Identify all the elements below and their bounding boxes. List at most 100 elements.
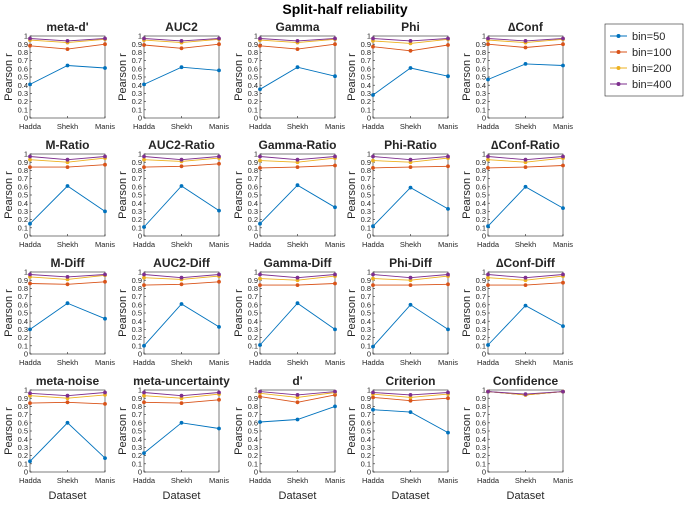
x-tick-label: Hadda xyxy=(477,358,500,367)
x-tick-label: Shekh xyxy=(171,122,192,131)
data-point xyxy=(295,65,300,70)
data-point xyxy=(103,162,107,167)
series-line-bin-50 xyxy=(487,186,564,227)
y-tick-label: 0.5 xyxy=(476,73,486,82)
data-point xyxy=(333,404,337,409)
panel-title: AUC2-Ratio xyxy=(148,138,215,152)
x-tick-label: Shekh xyxy=(515,240,536,249)
y-tick-label: 0 xyxy=(254,114,258,123)
data-point xyxy=(103,402,107,406)
y-tick-label: 0.2 xyxy=(248,451,258,460)
y-tick-label: 0.7 xyxy=(132,292,142,301)
panel-6: M-Ratio 00.10.20.30.40.50.60.70.80.91 Hadd… xyxy=(3,138,115,249)
data-point xyxy=(142,157,146,162)
y-tick-label: 0.9 xyxy=(132,276,142,285)
data-point xyxy=(258,158,262,163)
y-tick-label: 0.4 xyxy=(476,199,486,208)
data-point xyxy=(295,400,300,405)
y-tick-label: 0.1 xyxy=(132,105,142,114)
data-point xyxy=(523,184,528,189)
legend-label: bin=50 xyxy=(632,31,665,43)
y-tick-label: 0.1 xyxy=(361,341,371,350)
data-point xyxy=(486,283,490,287)
series-line-bin-50 xyxy=(29,302,106,330)
data-point xyxy=(65,184,70,188)
y-tick-label: 0.5 xyxy=(18,73,28,82)
y-tick-label: 0.1 xyxy=(132,223,142,232)
panel-7: AUC2-Ratio 00.10.20.30.40.50.60.70.80.91 H… xyxy=(117,138,229,249)
data-point xyxy=(333,36,337,41)
panel-title: M-Ratio xyxy=(46,138,90,152)
y-axis-label: Pearson r xyxy=(461,171,473,219)
y-tick-label: 0.5 xyxy=(361,309,371,318)
data-point xyxy=(142,165,146,170)
y-tick-label: 0.4 xyxy=(361,199,371,208)
y-tick-label: 0.9 xyxy=(476,40,486,49)
data-point xyxy=(408,302,413,307)
data-point xyxy=(103,209,107,214)
y-tick-label: 0.6 xyxy=(18,300,28,309)
x-tick-label: Manis xyxy=(325,240,345,249)
data-point xyxy=(179,420,184,425)
y-tick-label: 1 xyxy=(482,268,486,277)
y-tick-label: 0.6 xyxy=(248,300,258,309)
y-tick-label: 0.4 xyxy=(18,317,28,326)
data-point xyxy=(179,164,184,169)
data-point xyxy=(28,459,32,464)
data-point xyxy=(28,157,32,162)
y-tick-label: 0.6 xyxy=(248,418,258,427)
data-point xyxy=(523,275,528,280)
x-tick-label: Manis xyxy=(209,240,229,249)
data-point xyxy=(142,36,146,41)
y-tick-label: 0.4 xyxy=(132,317,142,326)
y-tick-label: 0.3 xyxy=(361,443,371,452)
data-point xyxy=(561,42,565,47)
series-line-bin-50 xyxy=(143,422,220,454)
data-point xyxy=(333,154,337,159)
panel-title: ∆Conf xyxy=(508,20,544,34)
legend: bin=50 bin=100 bin=200 bin=400 xyxy=(604,23,684,97)
panel-title: Gamma xyxy=(275,20,319,34)
data-point xyxy=(217,397,221,402)
data-point xyxy=(561,324,565,328)
y-tick-label: 0.8 xyxy=(248,166,258,175)
data-point xyxy=(179,46,184,51)
y-tick-label: 0 xyxy=(138,350,142,359)
y-tick-label: 0.6 xyxy=(361,300,371,309)
data-point xyxy=(65,400,70,405)
data-point xyxy=(486,166,490,170)
y-tick-label: 0.3 xyxy=(361,325,371,334)
x-tick-label: Hadda xyxy=(19,358,42,367)
x-tick-label: Shekh xyxy=(515,358,536,367)
x-tick-label: Manis xyxy=(438,476,458,485)
y-tick-label: 0 xyxy=(254,468,258,477)
panel-4: Phi 00.10.20.30.40.50.60.70.80.91 Hadda She… xyxy=(346,20,458,131)
data-point xyxy=(142,225,146,229)
y-tick-label: 0.1 xyxy=(18,459,28,468)
y-tick-label: 0.2 xyxy=(361,451,371,460)
data-point xyxy=(408,275,413,280)
panel-18: d' 00.10.20.30.40.50.60.70.80.91 Hadda Shek… xyxy=(233,374,345,502)
y-tick-label: 0.8 xyxy=(132,48,142,57)
y-tick-label: 0.8 xyxy=(476,48,486,57)
y-tick-label: 0.7 xyxy=(361,56,371,65)
data-point xyxy=(371,158,375,163)
data-point xyxy=(258,394,262,399)
series-line-bin-50 xyxy=(259,66,336,90)
x-tick-label: Manis xyxy=(95,122,115,131)
data-point xyxy=(523,157,528,162)
figure-title: Split-half reliability xyxy=(282,1,407,17)
data-point xyxy=(142,272,146,277)
data-point xyxy=(258,343,262,347)
y-tick-label: 0.3 xyxy=(476,89,486,98)
data-point xyxy=(179,401,184,405)
y-axis-label: Pearson r xyxy=(233,289,245,337)
y-tick-label: 0.7 xyxy=(361,174,371,183)
x-tick-label: Hadda xyxy=(249,240,272,249)
panel-13: Gamma-Diff 00.10.20.30.40.50.60.70.80.91 H… xyxy=(233,256,345,367)
data-point xyxy=(446,154,450,159)
data-point xyxy=(28,43,32,48)
y-tick-label: 0.1 xyxy=(476,223,486,232)
data-point xyxy=(179,393,184,398)
x-tick-label: Manis xyxy=(553,358,573,367)
